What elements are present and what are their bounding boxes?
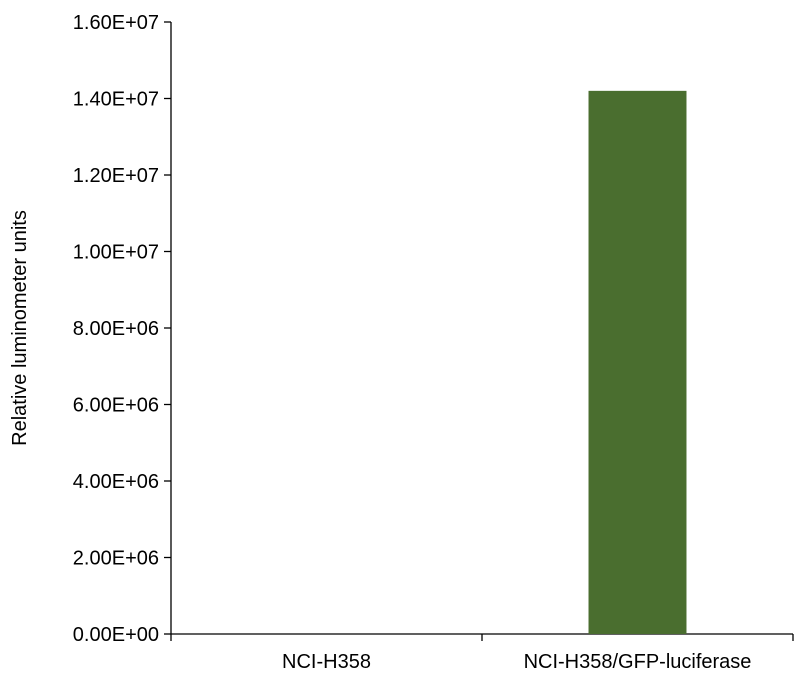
y-tick-label: 1.00E+07 (73, 242, 159, 264)
y-tick-label: 6.00E+06 (73, 395, 159, 417)
y-axis-title: Relative luminometer units (9, 210, 31, 446)
y-tick-label: 0.00E+00 (73, 624, 159, 646)
y-tick-label: 1.20E+07 (73, 165, 159, 187)
y-tick-label: 2.00E+06 (73, 548, 159, 570)
y-tick-label: 1.60E+07 (73, 12, 159, 34)
y-tick-label: 8.00E+06 (73, 318, 159, 340)
y-tick-label: 1.40E+07 (73, 89, 159, 111)
plot-area: 0.00E+00 2.00E+06 4.00E+06 6.00E+06 8.00E+06… (73, 12, 794, 673)
x-tick-label: NCI-H358/GFP-luciferase (524, 651, 752, 673)
x-tick-label: NCI-H358 (282, 651, 371, 673)
bar (588, 90, 687, 635)
y-tick-label: 4.00E+06 (73, 471, 159, 493)
